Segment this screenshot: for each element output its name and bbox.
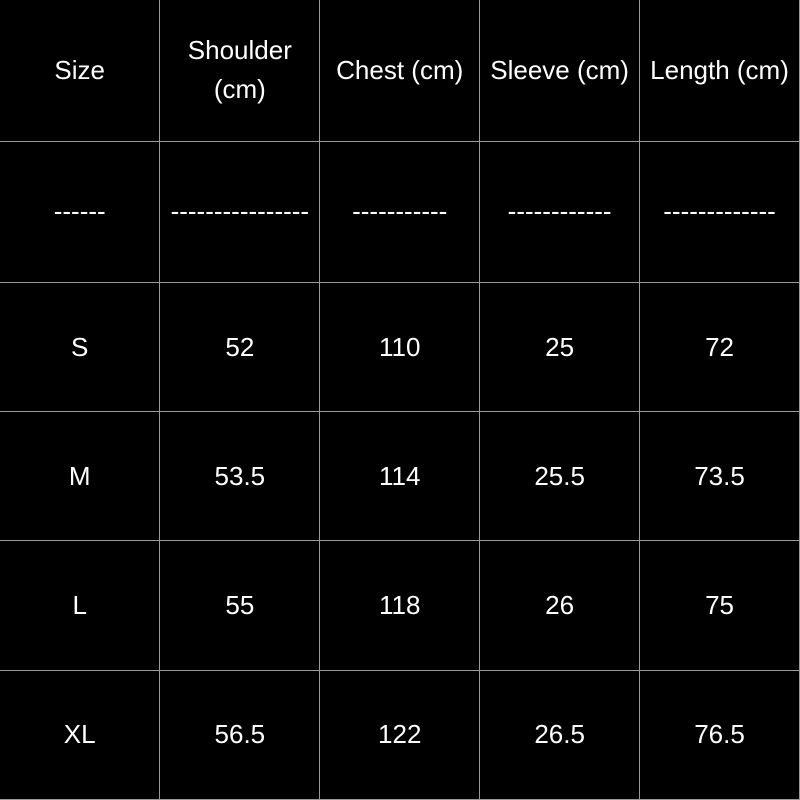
table-cell: ---------------- — [159, 140, 321, 284]
header-row: Size Shoulder (cm) Chest (cm) Sleeve (cm) Le… — [0, 0, 800, 142]
table-cell: ------------- — [639, 140, 800, 284]
table-cell: 114 — [319, 411, 481, 542]
header-cell: Chest (cm) — [319, 0, 481, 142]
table-cell: ------------ — [479, 140, 641, 284]
table-row: M 53.5 114 25.5 73.5 — [0, 411, 800, 542]
table-cell: M — [0, 411, 161, 542]
table-row: L 55 118 26 75 — [0, 540, 800, 671]
table-cell: 56.5 — [159, 669, 321, 800]
table-cell: 55 — [159, 540, 321, 671]
header-cell: Sleeve (cm) — [479, 0, 641, 142]
table-cell: 76.5 — [639, 669, 800, 800]
table-cell: 25 — [479, 281, 641, 413]
table-cell: 118 — [319, 540, 481, 671]
table-row: XL 56.5 122 26.5 76.5 — [0, 669, 800, 800]
table-cell: 53.5 — [159, 411, 321, 542]
header-cell: Size — [0, 0, 161, 142]
table-cell: 52 — [159, 281, 321, 413]
table-cell: L — [0, 540, 161, 671]
table-cell: XL — [0, 669, 161, 800]
table-cell: ----------- — [319, 140, 481, 284]
table-row: S 52 110 25 72 — [0, 281, 800, 413]
table-cell: 26.5 — [479, 669, 641, 800]
table-cell: 122 — [319, 669, 481, 800]
table-cell: 73.5 — [639, 411, 800, 542]
table-cell: 110 — [319, 281, 481, 413]
table-cell: ------ — [0, 140, 161, 284]
table-row: ------ ---------------- ----------- -------… — [0, 140, 800, 284]
table-cell: 75 — [639, 540, 800, 671]
header-cell: Shoulder (cm) — [159, 0, 321, 142]
header-cell: Length (cm) — [639, 0, 800, 142]
table-cell: 25.5 — [479, 411, 641, 542]
table-cell: 72 — [639, 281, 800, 413]
table-cell: 26 — [479, 540, 641, 671]
table-cell: S — [0, 281, 161, 413]
